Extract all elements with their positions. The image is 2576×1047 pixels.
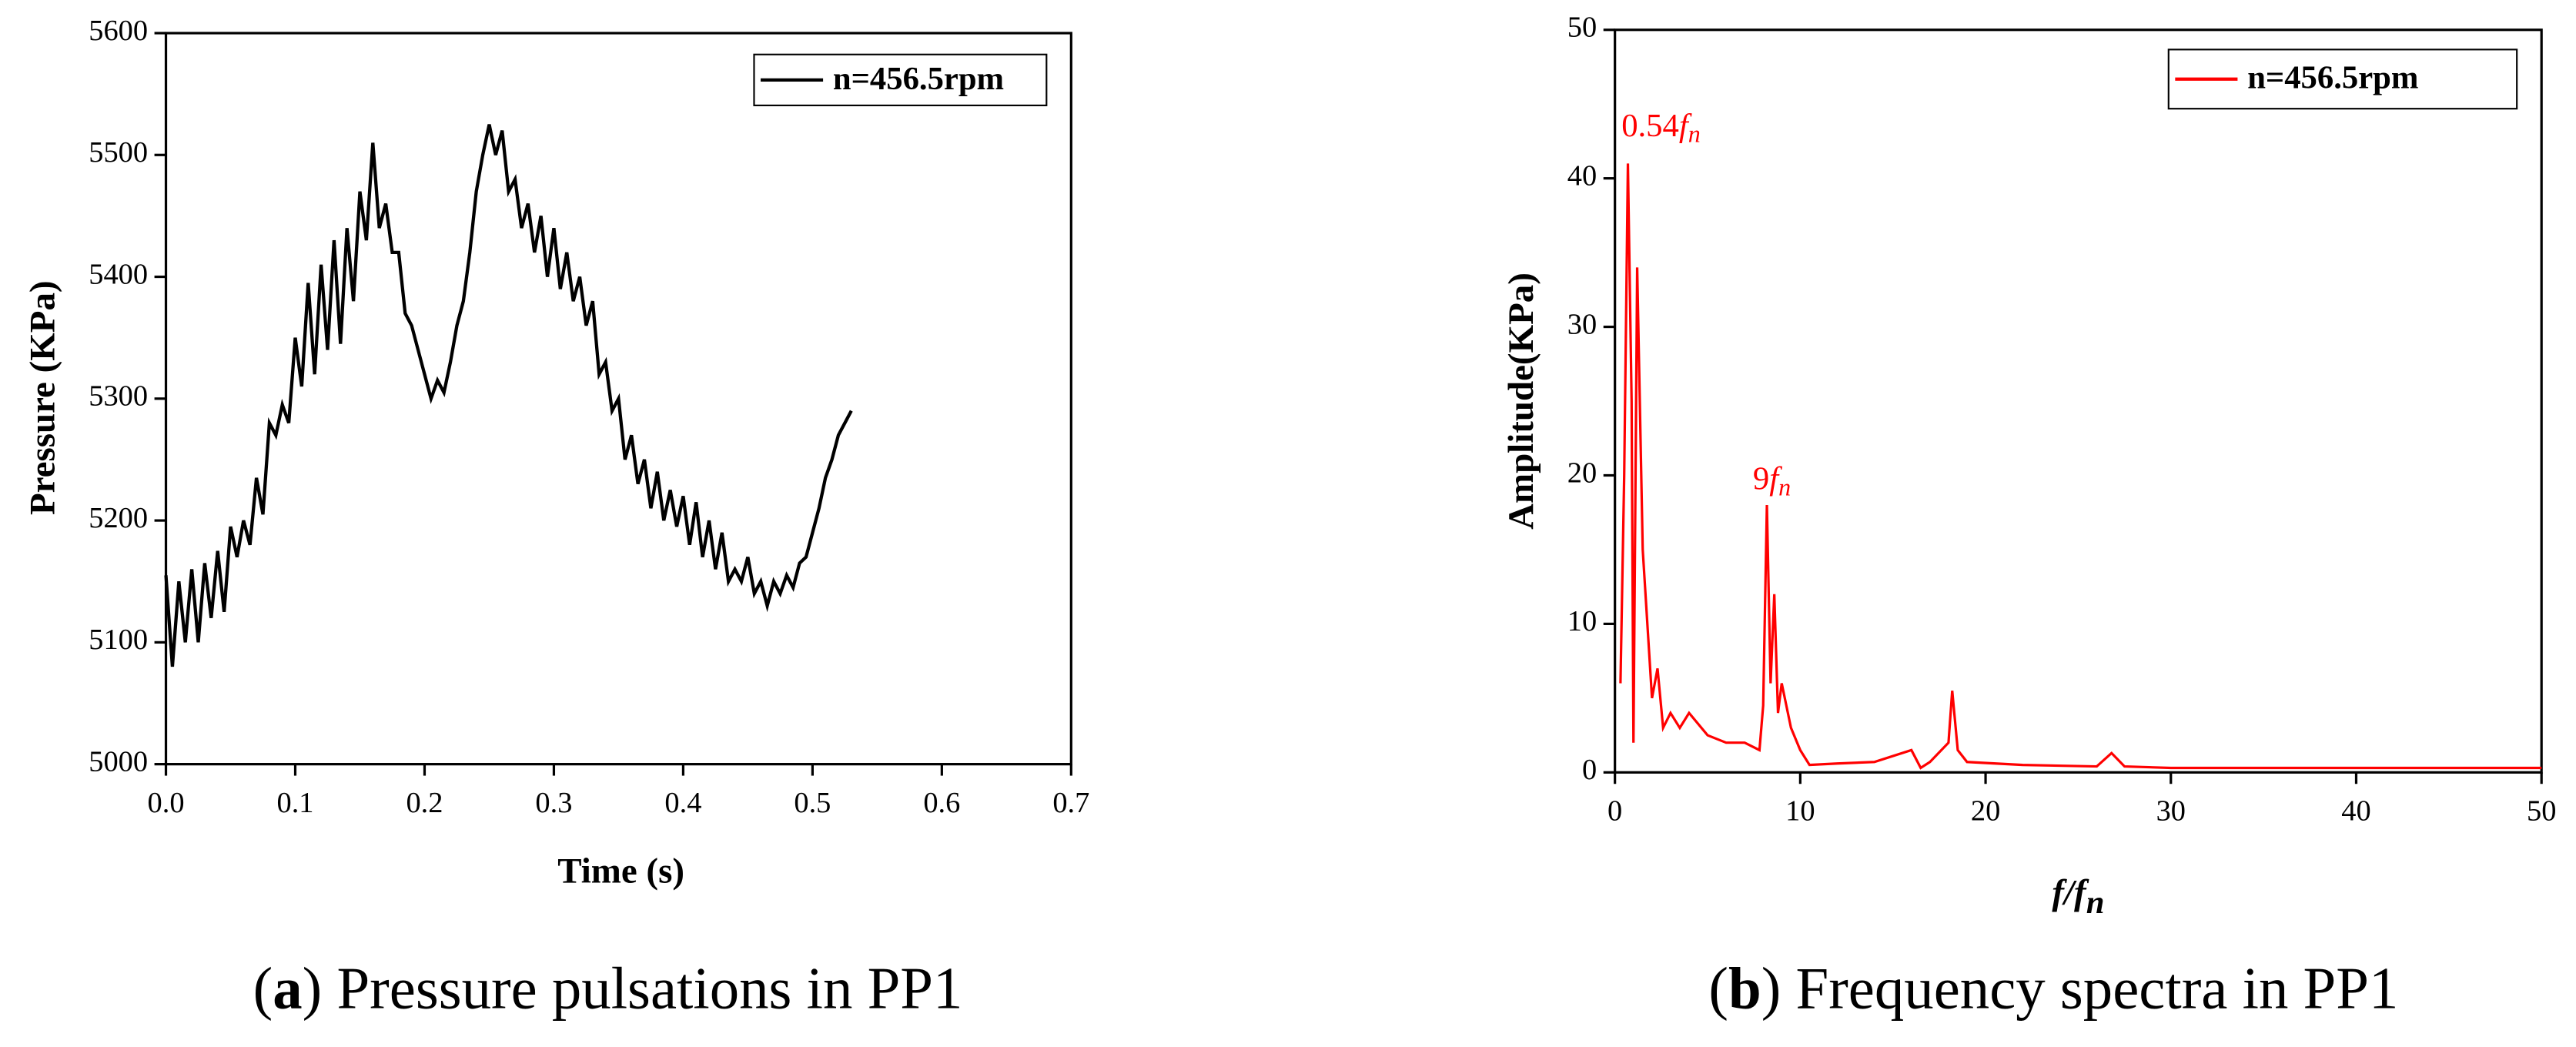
caption: (a) Pressure pulsations in PP1 (253, 955, 963, 1021)
y-tick-label: 5600 (89, 15, 148, 47)
annotation: 9fn (1753, 460, 1791, 500)
x-axis-label: Time (s) (557, 851, 684, 891)
caption-part: ) Pressure pulsations in PP1 (303, 955, 963, 1021)
x-tick-label: 0.6 (923, 787, 960, 819)
y-tick-label: 40 (1567, 159, 1597, 192)
y-axis-label: Amplitude(KPa) (1501, 273, 1541, 530)
x-tick-label: 0.0 (148, 787, 185, 819)
caption-part: ) Frequency spectra in PP1 (1761, 955, 2399, 1021)
y-tick-label: 0 (1582, 754, 1597, 786)
y-tick-label: 10 (1567, 605, 1597, 637)
legend-box (2167, 49, 2518, 110)
plot-frame (1614, 28, 2543, 774)
caption: (b) Frequency spectra in PP1 (1708, 955, 2398, 1021)
x-tick-label: 30 (2156, 794, 2186, 827)
x-tick-label: 50 (2527, 794, 2556, 827)
x-tick-label: 0 (1607, 794, 1622, 827)
x-tick-label: 0.1 (276, 787, 313, 819)
x-tick-label: 20 (1971, 794, 2000, 827)
legend-label: n=456.5rpm (2247, 60, 2418, 96)
caption-part: ( (1708, 955, 1728, 1021)
annotation-sub: n (1778, 473, 1791, 501)
annotation: 0.54fn (1621, 108, 1701, 148)
x-tick-label: 40 (2341, 794, 2370, 827)
y-tick-label: 30 (1567, 308, 1597, 340)
y-tick-label: 5100 (89, 624, 148, 656)
y-tick-label: 20 (1567, 457, 1597, 489)
annotation-part: 0.54 (1621, 108, 1679, 144)
y-tick-label: 5200 (89, 502, 148, 534)
x-tick-label: 10 (1785, 794, 1815, 827)
caption-part: ( (253, 955, 273, 1021)
legend-label: n=456.5rpm (833, 61, 1004, 97)
annotation-part: 9 (1753, 460, 1769, 497)
y-tick-label: 5500 (89, 136, 148, 169)
y-tick-label: 5400 (89, 258, 148, 290)
x-tick-label: 0.5 (794, 787, 831, 819)
caption-letter: b (1728, 955, 1761, 1021)
annotation-sub: n (1688, 120, 1701, 148)
y-tick-label: 5000 (89, 745, 148, 778)
x-axis-label-sub: n (2086, 885, 2105, 921)
chart: 5000 5100 5200 5300 5400 5500 5600 0.0 0.1 0.2 0.3… (23, 15, 1090, 1021)
x-tick-label: 0.7 (1052, 787, 1089, 819)
x-tick-label: 0.2 (406, 787, 443, 819)
y-tick-label: 5300 (89, 380, 148, 413)
y-tick-label: 50 (1567, 12, 1597, 44)
series-line (1619, 163, 2542, 770)
x-tick-label: 0.4 (664, 787, 701, 819)
caption-letter: a (273, 955, 302, 1021)
x-tick-label: 0.3 (535, 787, 572, 819)
y-axis-label: Pressure (KPa) (23, 280, 63, 515)
series-line (164, 124, 853, 667)
x-axis-label-part: f/f (2052, 872, 2089, 912)
x-axis-label: f/fn (2052, 872, 2104, 921)
